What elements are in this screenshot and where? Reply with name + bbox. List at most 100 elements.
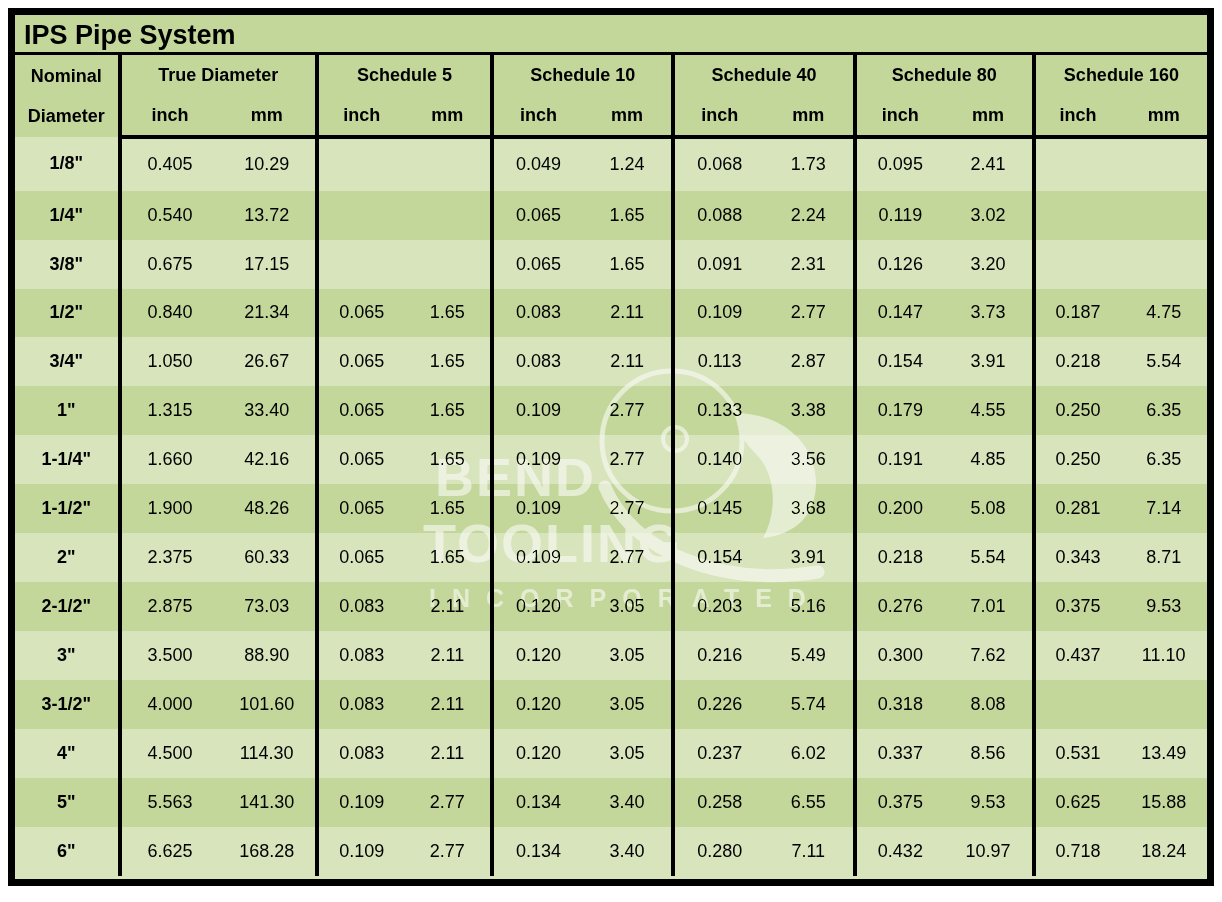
- table-row: 1/2"0.84021.340.0651.650.0832.110.1092.7…: [15, 289, 1207, 338]
- table-cell: 0.276: [855, 582, 945, 631]
- table-cell: 88.90: [218, 631, 317, 680]
- table-cell: 0.250: [1034, 386, 1121, 435]
- table-cell: 0.065: [492, 240, 583, 289]
- table-cell: 2.77: [764, 289, 855, 338]
- table-cell: 21.34: [218, 289, 317, 338]
- table-cell: 2.875: [120, 582, 219, 631]
- table-cell: 2.11: [583, 289, 674, 338]
- table-cell: 0.625: [1034, 778, 1121, 827]
- table-cell: 0.343: [1034, 533, 1121, 582]
- table-cell: 0.675: [120, 240, 219, 289]
- table-cell: 0.083: [492, 337, 583, 386]
- pipe-dimensions-table: Nominal Diameter True Diameter Schedule …: [15, 55, 1207, 876]
- table-cell: [1120, 137, 1207, 191]
- table-cell: 0.083: [317, 582, 405, 631]
- table-row: 1-1/2"1.90048.260.0651.650.1092.770.1453…: [15, 484, 1207, 533]
- table-cell: 0.109: [492, 435, 583, 484]
- ips-pipe-table: IPS Pipe System Nominal Diameter True Di…: [8, 8, 1214, 886]
- table-cell: 0.237: [673, 729, 764, 778]
- table-cell: 0.119: [855, 191, 945, 240]
- table-cell: 5.08: [944, 484, 1034, 533]
- table-row: 1"1.31533.400.0651.650.1092.770.1333.380…: [15, 386, 1207, 435]
- table-cell: 0.120: [492, 680, 583, 729]
- table-cell: 1.65: [405, 484, 493, 533]
- table-cell: [317, 137, 405, 191]
- table-row: 1/8"0.40510.290.0491.240.0681.730.0952.4…: [15, 137, 1207, 191]
- table-cell: 7.01: [944, 582, 1034, 631]
- table-cell: 1.315: [120, 386, 219, 435]
- table-cell: 3.40: [583, 778, 674, 827]
- table-cell: 60.33: [218, 533, 317, 582]
- table-cell: 0.109: [317, 827, 405, 876]
- table-cell: 0.405: [120, 137, 219, 191]
- table-cell: 0.300: [855, 631, 945, 680]
- table-cell: 0.109: [317, 778, 405, 827]
- table-cell: 0.065: [492, 191, 583, 240]
- nominal-header-line2: Diameter: [15, 96, 118, 136]
- table-cell: 0.218: [1034, 337, 1121, 386]
- nominal-diameter-cell: 1/8": [15, 137, 120, 191]
- header-schedule-80: Schedule 80: [855, 55, 1034, 95]
- table-cell: 0.091: [673, 240, 764, 289]
- table-cell: [405, 137, 493, 191]
- table-cell: 0.337: [855, 729, 945, 778]
- header-schedule-40: Schedule 40: [673, 55, 854, 95]
- table-cell: 0.432: [855, 827, 945, 876]
- table-cell: 1.65: [405, 289, 493, 338]
- subheader-mm: mm: [944, 95, 1034, 137]
- table-cell: 2.77: [583, 533, 674, 582]
- header-group-row: Nominal Diameter True Diameter Schedule …: [15, 55, 1207, 95]
- table-cell: 3.91: [764, 533, 855, 582]
- table-cell: 0.531: [1034, 729, 1121, 778]
- nominal-diameter-cell: 1-1/2": [15, 484, 120, 533]
- nominal-diameter-cell: 1": [15, 386, 120, 435]
- table-cell: 0.065: [317, 435, 405, 484]
- table-cell: 15.88: [1120, 778, 1207, 827]
- table-cell: 2.31: [764, 240, 855, 289]
- table-cell: 2.77: [583, 484, 674, 533]
- table-cell: 0.113: [673, 337, 764, 386]
- table-cell: 0.191: [855, 435, 945, 484]
- table-cell: 0.134: [492, 778, 583, 827]
- table-cell: 9.53: [944, 778, 1034, 827]
- nominal-diameter-cell: 2": [15, 533, 120, 582]
- subheader-inch: inch: [120, 95, 219, 137]
- table-cell: 5.16: [764, 582, 855, 631]
- table-cell: 10.29: [218, 137, 317, 191]
- table-cell: 1.73: [764, 137, 855, 191]
- table-cell: 4.500: [120, 729, 219, 778]
- subheader-mm: mm: [764, 95, 855, 137]
- table-cell: 0.120: [492, 582, 583, 631]
- table-cell: 2.87: [764, 337, 855, 386]
- nominal-diameter-cell: 3/8": [15, 240, 120, 289]
- table-cell: [1034, 680, 1121, 729]
- table-cell: 11.10: [1120, 631, 1207, 680]
- table-cell: 2.24: [764, 191, 855, 240]
- nominal-diameter-cell: 6": [15, 827, 120, 876]
- table-cell: 0.145: [673, 484, 764, 533]
- table-cell: 0.109: [492, 386, 583, 435]
- table-cell: 9.53: [1120, 582, 1207, 631]
- table-cell: 1.660: [120, 435, 219, 484]
- table-cell: 0.187: [1034, 289, 1121, 338]
- table-cell: 2.11: [405, 631, 493, 680]
- table-cell: 1.65: [405, 386, 493, 435]
- table-cell: 5.563: [120, 778, 219, 827]
- table-cell: 3.91: [944, 337, 1034, 386]
- subheader-mm: mm: [583, 95, 674, 137]
- table-cell: 0.120: [492, 631, 583, 680]
- subheader-mm: mm: [218, 95, 317, 137]
- subheader-inch: inch: [317, 95, 405, 137]
- table-cell: 3.500: [120, 631, 219, 680]
- table-cell: 1.24: [583, 137, 674, 191]
- table-cell: 1.65: [405, 337, 493, 386]
- table-cell: 6.55: [764, 778, 855, 827]
- table-cell: 8.56: [944, 729, 1034, 778]
- header-schedule-10: Schedule 10: [492, 55, 673, 95]
- page-title: IPS Pipe System: [15, 15, 1207, 55]
- table-cell: 7.62: [944, 631, 1034, 680]
- table-cell: 2.41: [944, 137, 1034, 191]
- header-sub-row: inch mm inch mm inch mm inch mm inch mm …: [15, 95, 1207, 137]
- table-cell: 0.258: [673, 778, 764, 827]
- table-cell: 0.109: [492, 533, 583, 582]
